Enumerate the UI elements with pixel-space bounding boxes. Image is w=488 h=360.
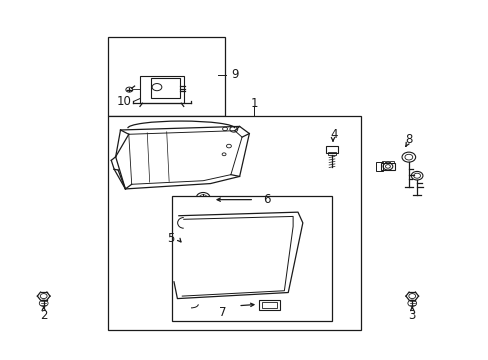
Text: 3: 3: [407, 309, 415, 322]
Bar: [171, 196, 331, 321]
Bar: [151, 78, 180, 98]
Bar: [385, 161, 388, 163]
Text: 6: 6: [262, 193, 269, 206]
Text: 9: 9: [230, 68, 238, 81]
Text: 4: 4: [330, 128, 338, 141]
Text: 7: 7: [219, 306, 226, 319]
Bar: [389, 161, 393, 163]
Text: 1: 1: [250, 97, 258, 110]
Bar: [108, 116, 361, 330]
Bar: [140, 76, 183, 103]
Bar: [380, 163, 394, 170]
Text: 2: 2: [40, 309, 47, 322]
Bar: [325, 146, 337, 153]
Bar: [327, 153, 335, 156]
Bar: [259, 300, 279, 310]
Bar: [375, 162, 382, 171]
Text: 8: 8: [405, 134, 412, 147]
Text: 5: 5: [166, 233, 174, 246]
Bar: [262, 302, 276, 308]
Text: 10: 10: [116, 95, 131, 108]
Bar: [381, 161, 384, 163]
Bar: [108, 37, 224, 116]
